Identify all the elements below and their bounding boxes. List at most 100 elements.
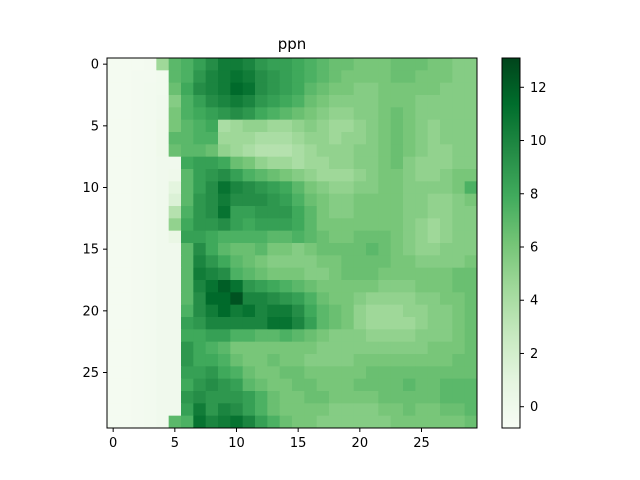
heatmap-cell <box>292 107 305 121</box>
heatmap-cell <box>205 218 219 232</box>
heatmap-cell <box>131 82 145 96</box>
heatmap-cell <box>218 391 231 404</box>
heatmap-cell <box>341 58 355 71</box>
heatmap-cell <box>156 243 170 256</box>
heatmap-cell <box>168 132 182 145</box>
heatmap-cell <box>230 415 244 429</box>
heatmap-cell <box>304 317 318 330</box>
heatmap-cell <box>181 317 194 330</box>
heatmap-cell <box>181 378 194 392</box>
heatmap-cell <box>353 193 367 207</box>
heatmap-cell <box>304 292 318 306</box>
heatmap-cell <box>242 193 256 207</box>
heatmap-cell <box>452 144 466 158</box>
heatmap-cell <box>156 255 170 269</box>
heatmap-cell <box>144 280 157 293</box>
heatmap-cell <box>316 218 330 232</box>
heatmap-cell <box>427 366 441 380</box>
heatmap-cell <box>131 267 145 281</box>
heatmap-cell <box>267 243 281 256</box>
heatmap-cell <box>218 366 231 380</box>
heatmap-cell <box>119 391 133 404</box>
heatmap-cell <box>131 366 145 380</box>
heatmap-cell <box>119 230 133 244</box>
heatmap-cell <box>353 181 367 195</box>
heatmap-cell <box>378 58 392 71</box>
heatmap-cell <box>279 292 293 306</box>
heatmap-cell <box>292 267 305 281</box>
heatmap-cell <box>267 58 281 71</box>
heatmap-cell <box>440 119 453 133</box>
heatmap-cell <box>464 206 478 219</box>
heatmap-cell <box>452 366 466 380</box>
heatmap-cell <box>205 169 219 182</box>
heatmap-cell <box>415 169 429 182</box>
heatmap-cell <box>107 218 120 232</box>
heatmap-cell <box>144 144 157 158</box>
heatmap-cell <box>242 169 256 182</box>
heatmap-cell <box>205 132 219 145</box>
heatmap-cell <box>131 354 145 367</box>
heatmap-cell <box>403 193 416 207</box>
heatmap-cell <box>119 181 133 195</box>
heatmap-cell <box>168 317 182 330</box>
heatmap-cell <box>329 119 342 133</box>
heatmap-cell <box>193 317 207 330</box>
heatmap-cell <box>242 267 256 281</box>
heatmap-cell <box>255 181 268 195</box>
heatmap-cell <box>144 206 157 219</box>
heatmap-cell <box>193 230 207 244</box>
heatmap-cell <box>218 218 231 232</box>
heatmap-cell <box>292 317 305 330</box>
heatmap-cell <box>242 206 256 219</box>
heatmap-cell <box>329 415 342 429</box>
heatmap-cell <box>415 82 429 96</box>
heatmap-cell <box>390 181 404 195</box>
heatmap-cell <box>415 181 429 195</box>
heatmap-cell <box>292 329 305 343</box>
heatmap-cell <box>390 206 404 219</box>
heatmap-cell <box>255 354 268 367</box>
heatmap-cell <box>230 206 244 219</box>
heatmap-cell <box>181 267 194 281</box>
heatmap-cell <box>440 230 453 244</box>
heatmap-cell <box>181 292 194 306</box>
heatmap-cell <box>267 267 281 281</box>
heatmap-cell <box>205 243 219 256</box>
heatmap-cell <box>230 132 244 145</box>
heatmap-cell <box>181 169 194 182</box>
heatmap-cell <box>427 280 441 293</box>
heatmap-cell <box>255 329 268 343</box>
heatmap-cell <box>119 354 133 367</box>
heatmap-cell <box>181 366 194 380</box>
heatmap-cell <box>427 255 441 269</box>
heatmap-cell <box>403 304 416 318</box>
heatmap-cell <box>193 267 207 281</box>
heatmap-cell <box>304 354 318 367</box>
heatmap-cell <box>119 292 133 306</box>
heatmap-cell <box>341 82 355 96</box>
heatmap-cell <box>218 403 231 417</box>
heatmap-cell <box>415 95 429 108</box>
heatmap-cell <box>304 107 318 121</box>
heatmap-cell <box>329 156 342 170</box>
heatmap-cell <box>255 366 268 380</box>
heatmap-cell <box>279 58 293 71</box>
heatmap-cell <box>218 70 231 84</box>
plot-frame <box>106 57 478 429</box>
heatmap-cell <box>464 107 478 121</box>
heatmap-cell <box>378 144 392 158</box>
heatmap-cell <box>316 181 330 195</box>
heatmap-cell <box>267 403 281 417</box>
heatmap-cell <box>329 391 342 404</box>
heatmap-cell <box>119 58 133 71</box>
heatmap-cell <box>304 169 318 182</box>
heatmap-cell <box>181 218 194 232</box>
heatmap-cell <box>403 82 416 96</box>
heatmap-cell <box>107 181 120 195</box>
heatmap-cell <box>193 354 207 367</box>
heatmap-cell <box>390 119 404 133</box>
heatmap-cell <box>452 403 466 417</box>
heatmap-cell <box>218 341 231 355</box>
heatmap-cell <box>329 292 342 306</box>
